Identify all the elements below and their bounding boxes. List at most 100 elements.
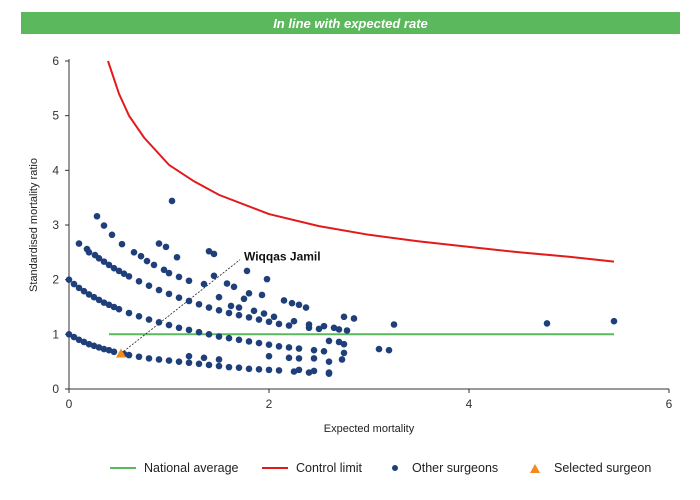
other-surgeon-point bbox=[75, 336, 83, 344]
plot-marks: Wiqqas Jamil bbox=[65, 60, 618, 377]
other-surgeon-point bbox=[325, 369, 333, 376]
other-surgeon-point bbox=[343, 327, 351, 334]
other-surgeon-point bbox=[335, 338, 343, 346]
other-surgeon-point bbox=[205, 361, 213, 369]
other-surgeon-point bbox=[145, 316, 153, 323]
other-surgeon-point bbox=[235, 364, 243, 371]
other-surgeon-point bbox=[135, 278, 143, 285]
other-surgeon-point bbox=[75, 240, 83, 247]
plot-axes: 0 1 2 3 4 5 6 0 2 4 6 Expected mortality Standardise… bbox=[28, 54, 673, 435]
other-surgeon-point bbox=[255, 339, 263, 347]
other-surgeon-point bbox=[305, 369, 313, 376]
legend-item-selected-surgeon: Selected surgeon bbox=[524, 458, 651, 478]
other-surgeon-point bbox=[280, 297, 288, 304]
other-surgeon-point bbox=[375, 345, 383, 353]
other-surgeon-point bbox=[100, 299, 108, 306]
legend-label-national-average: National average bbox=[144, 461, 239, 475]
other-surgeon-point bbox=[215, 306, 223, 314]
other-surgeon-point bbox=[120, 270, 128, 277]
other-surgeon-point bbox=[175, 358, 183, 365]
other-surgeon-point bbox=[175, 324, 183, 332]
other-surgeon-point bbox=[130, 249, 138, 256]
other-surgeon-point bbox=[285, 344, 293, 351]
other-surgeon-point bbox=[93, 212, 101, 220]
y-axis-title: Standardised mortality ratio bbox=[28, 158, 40, 292]
other-surgeon-point bbox=[235, 336, 243, 344]
other-surgeon-point bbox=[105, 301, 113, 309]
other-surgeon-point bbox=[245, 314, 253, 321]
other-surgeon-point bbox=[110, 264, 118, 272]
control-limit-line bbox=[107, 60, 615, 263]
other-surgeon-point bbox=[290, 317, 298, 325]
other-surgeon-point bbox=[265, 366, 273, 374]
other-surgeon-point bbox=[110, 303, 118, 311]
other-surgeon-point bbox=[173, 253, 181, 261]
other-surgeon-point bbox=[105, 346, 113, 354]
y-tick-label: 3 bbox=[52, 218, 59, 232]
other-surgeon-point bbox=[115, 267, 123, 275]
other-surgeon-point bbox=[245, 365, 253, 373]
other-surgeon-point bbox=[135, 353, 143, 361]
other-surgeon-point bbox=[168, 197, 176, 205]
status-banner: In line with expected rate bbox=[21, 12, 680, 34]
other-surgeon-point bbox=[150, 261, 158, 269]
other-surgeon-point bbox=[100, 258, 108, 265]
other-surgeon-point bbox=[305, 321, 313, 328]
other-surgeon-point bbox=[125, 351, 133, 359]
y-tick-label: 0 bbox=[52, 382, 59, 396]
other-surgeon-point bbox=[165, 357, 173, 364]
other-surgeon-point bbox=[325, 358, 333, 365]
other-surgeon-point bbox=[65, 276, 73, 283]
other-surgeon-point bbox=[295, 345, 303, 352]
other-surgeon-point bbox=[215, 293, 223, 301]
other-surgeon-point bbox=[295, 301, 303, 309]
y-tick-label: 2 bbox=[52, 273, 59, 287]
other-surgeon-point bbox=[310, 346, 318, 354]
legend-item-national-average: National average bbox=[110, 458, 239, 478]
other-surgeon-point bbox=[125, 309, 133, 317]
selected-surgeon-point bbox=[116, 348, 126, 358]
legend-swatch-national-average bbox=[110, 467, 136, 469]
y-tick-label: 1 bbox=[52, 327, 59, 341]
other-surgeon-point bbox=[95, 296, 103, 304]
other-surgeon-point bbox=[302, 304, 310, 311]
other-surgeon-point bbox=[285, 354, 293, 362]
other-surgeon-point bbox=[155, 319, 163, 326]
other-surgeon-point bbox=[115, 305, 123, 313]
x-tick-label: 6 bbox=[666, 397, 673, 411]
legend-swatch-selected-surgeon bbox=[530, 463, 540, 473]
other-surgeon-point bbox=[80, 338, 88, 346]
other-surgeon-point bbox=[185, 277, 193, 285]
other-surgeon-point bbox=[185, 359, 193, 367]
other-surgeon-point bbox=[295, 355, 303, 362]
other-surgeon-point bbox=[195, 328, 203, 336]
other-surgeon-point bbox=[105, 261, 113, 269]
other-surgeon-point bbox=[325, 337, 333, 345]
x-axis-title: Expected mortality bbox=[324, 423, 415, 435]
other-surgeon-point bbox=[320, 347, 328, 355]
other-surgeon-point bbox=[215, 362, 223, 370]
other-surgeon-point bbox=[340, 349, 348, 357]
other-surgeon-point bbox=[227, 302, 235, 310]
other-surgeon-point bbox=[263, 275, 271, 283]
other-surgeon-point bbox=[225, 363, 233, 371]
other-surgeon-point bbox=[155, 356, 163, 363]
chart-legend: National average Control limit Other sur… bbox=[0, 458, 700, 480]
other-surgeon-point bbox=[145, 355, 153, 362]
other-surgeon-point bbox=[225, 309, 233, 317]
legend-swatch-other-surgeons bbox=[392, 465, 398, 471]
other-surgeon-point bbox=[310, 355, 318, 362]
other-surgeon-point bbox=[245, 290, 253, 297]
x-tick-label: 2 bbox=[266, 397, 273, 411]
other-surgeon-point bbox=[155, 240, 163, 247]
other-surgeon-point bbox=[185, 326, 193, 334]
x-tick-label: 4 bbox=[466, 397, 473, 411]
other-surgeon-point bbox=[340, 340, 348, 348]
other-surgeon-point bbox=[255, 366, 263, 373]
other-surgeon-point bbox=[185, 297, 193, 305]
other-surgeon-point bbox=[240, 295, 248, 303]
y-tick-label: 6 bbox=[52, 54, 59, 68]
other-surgeon-point bbox=[165, 321, 173, 329]
other-surgeon-point bbox=[200, 280, 208, 288]
other-surgeon-point bbox=[258, 291, 266, 299]
